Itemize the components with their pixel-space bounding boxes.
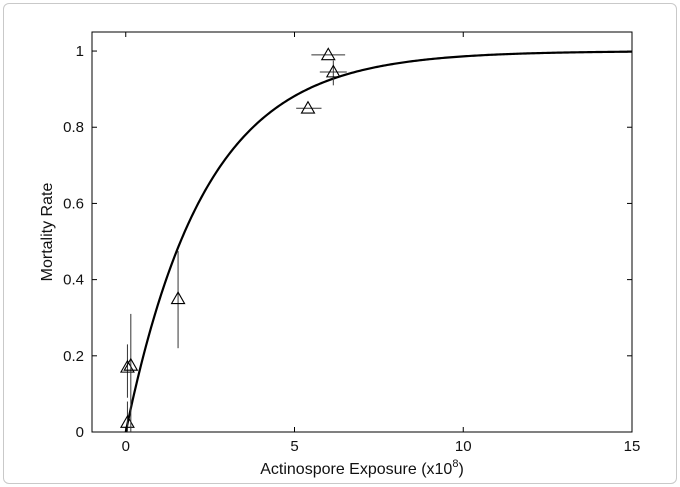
y-axis-label: Mortality Rate	[39, 183, 56, 282]
y-tick-label: 0.8	[63, 119, 84, 136]
triangle-marker	[123, 357, 139, 371]
y-tick-label: 0.4	[63, 272, 84, 289]
x-axis-label-main: Actinospore Exposure (x10	[260, 461, 452, 478]
data-point	[170, 251, 186, 349]
x-tick-label: 10	[455, 438, 472, 455]
triangle-marker	[170, 291, 186, 305]
triangle-marker	[325, 64, 341, 78]
x-tick-label: 0	[122, 438, 130, 455]
plot-area	[91, 31, 633, 433]
triangle-marker	[300, 100, 316, 114]
y-tick-label: 1	[76, 43, 84, 60]
y-tick-label: 0.2	[63, 348, 84, 365]
fit-curve-layer	[124, 50, 633, 433]
x-axis-label-end: )	[458, 461, 463, 478]
x-axis-label: Actinospore Exposure (x108)	[260, 458, 464, 478]
fit-curve	[124, 50, 633, 433]
data-points-layer	[119, 47, 347, 432]
x-axis-label-exponent: 8	[452, 458, 458, 470]
triangle-marker	[320, 47, 336, 61]
data-point	[311, 47, 346, 61]
y-tick-label: 0.6	[63, 195, 84, 212]
y-axis-ticks: 0 0.2 0.4 0.6 0.8 1	[63, 43, 632, 441]
figure-frame	[3, 3, 677, 484]
data-point	[296, 100, 322, 114]
y-tick-label: 0	[76, 424, 84, 441]
x-tick-label: 15	[624, 438, 641, 455]
x-tick-label: 5	[290, 438, 298, 455]
x-axis-ticks: 0 5 10 15	[122, 32, 641, 455]
data-point	[119, 344, 135, 398]
data-point	[319, 60, 347, 86]
data-point	[123, 313, 139, 432]
